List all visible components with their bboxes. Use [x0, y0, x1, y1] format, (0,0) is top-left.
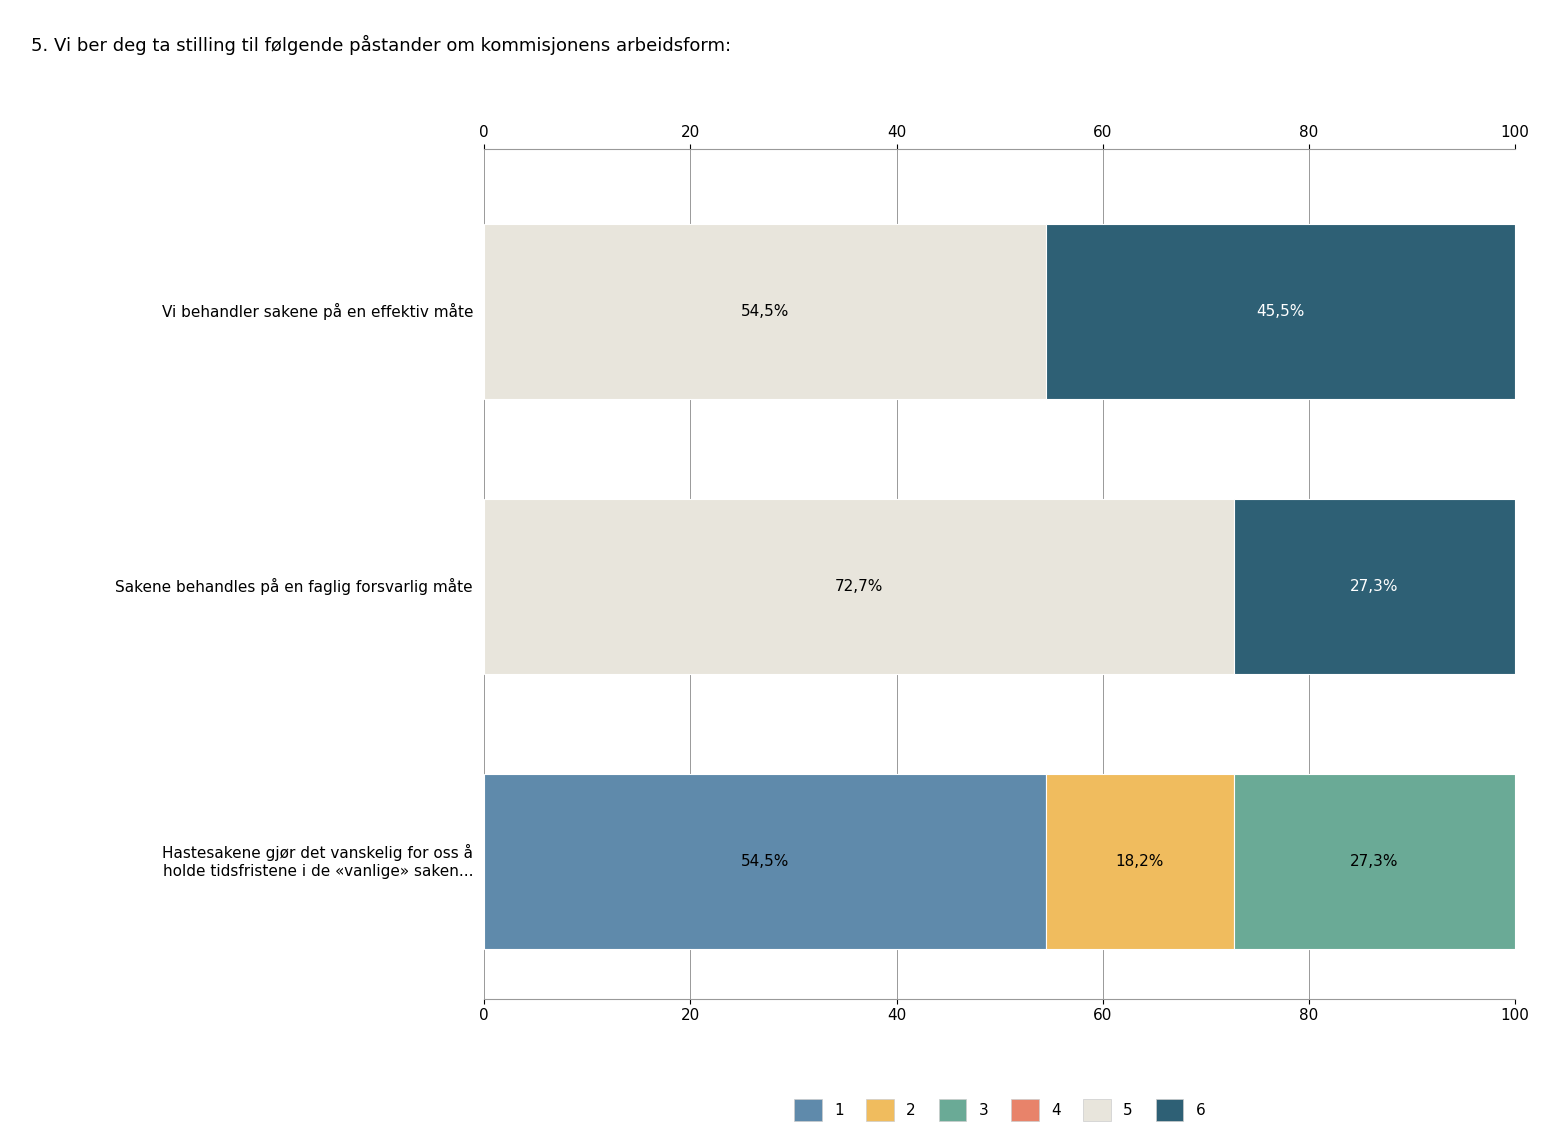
- Text: 27,3%: 27,3%: [1350, 579, 1398, 594]
- Bar: [484, 774, 1047, 948]
- Text: 54,5%: 54,5%: [740, 854, 789, 869]
- Bar: [1047, 774, 1234, 948]
- Text: 18,2%: 18,2%: [1115, 854, 1164, 869]
- Bar: [1234, 499, 1515, 674]
- Bar: [484, 224, 1047, 400]
- Text: 72,7%: 72,7%: [834, 579, 883, 594]
- Text: 27,3%: 27,3%: [1350, 854, 1398, 869]
- Bar: [484, 499, 1234, 674]
- Text: 45,5%: 45,5%: [1256, 304, 1304, 319]
- Legend: 1, 2, 3, 4, 5, 6: 1, 2, 3, 4, 5, 6: [787, 1092, 1212, 1128]
- Text: 54,5%: 54,5%: [740, 304, 789, 319]
- Text: 5. Vi ber deg ta stilling til følgende påstander om kommisjonens arbeidsform:: 5. Vi ber deg ta stilling til følgende p…: [31, 34, 731, 54]
- Bar: [1047, 224, 1515, 400]
- Bar: [1234, 774, 1515, 948]
